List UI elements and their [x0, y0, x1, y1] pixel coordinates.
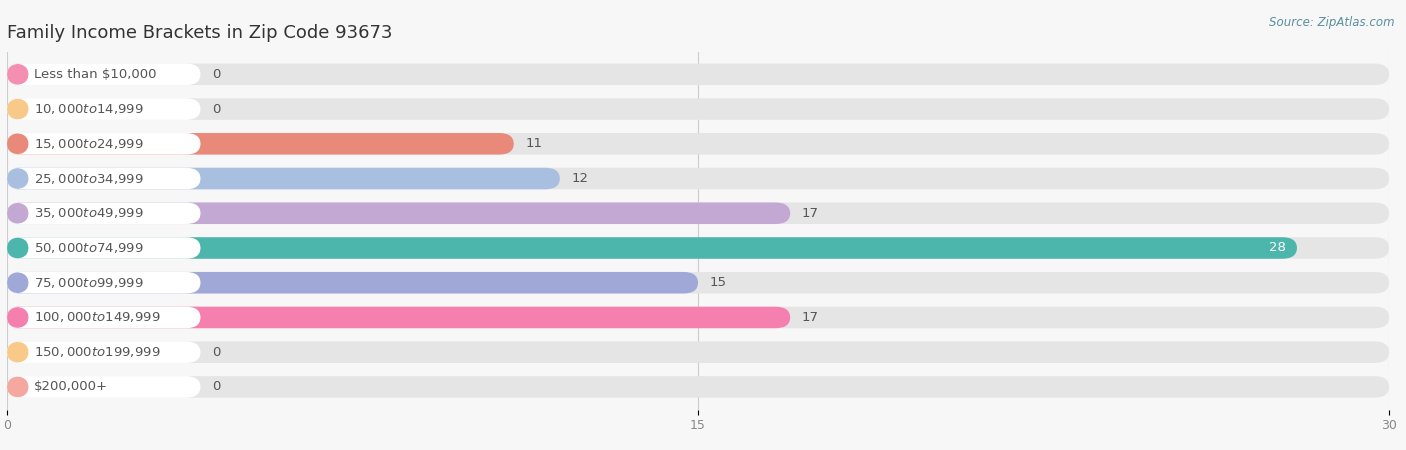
FancyBboxPatch shape	[7, 237, 1296, 259]
FancyBboxPatch shape	[7, 202, 28, 224]
FancyBboxPatch shape	[7, 307, 201, 328]
FancyBboxPatch shape	[7, 272, 201, 293]
FancyBboxPatch shape	[7, 168, 560, 189]
Text: Family Income Brackets in Zip Code 93673: Family Income Brackets in Zip Code 93673	[7, 24, 392, 42]
FancyBboxPatch shape	[7, 168, 1389, 189]
FancyBboxPatch shape	[7, 237, 1389, 259]
Text: 15: 15	[710, 276, 727, 289]
FancyBboxPatch shape	[7, 63, 28, 85]
Text: $35,000 to $49,999: $35,000 to $49,999	[34, 206, 143, 220]
FancyBboxPatch shape	[7, 376, 28, 398]
FancyBboxPatch shape	[7, 168, 201, 189]
FancyBboxPatch shape	[7, 133, 513, 154]
Text: $25,000 to $34,999: $25,000 to $34,999	[34, 171, 143, 185]
Text: 0: 0	[212, 68, 221, 81]
FancyBboxPatch shape	[7, 133, 1389, 154]
Text: 0: 0	[212, 103, 221, 116]
Text: $15,000 to $24,999: $15,000 to $24,999	[34, 137, 143, 151]
Text: $150,000 to $199,999: $150,000 to $199,999	[34, 345, 160, 359]
FancyBboxPatch shape	[7, 237, 28, 259]
Text: $50,000 to $74,999: $50,000 to $74,999	[34, 241, 143, 255]
FancyBboxPatch shape	[7, 376, 1389, 398]
Text: $100,000 to $149,999: $100,000 to $149,999	[34, 310, 160, 324]
FancyBboxPatch shape	[7, 98, 28, 120]
FancyBboxPatch shape	[7, 342, 1389, 363]
Text: $10,000 to $14,999: $10,000 to $14,999	[34, 102, 143, 116]
Text: Less than $10,000: Less than $10,000	[34, 68, 156, 81]
Text: 0: 0	[212, 380, 221, 393]
Text: 12: 12	[571, 172, 588, 185]
FancyBboxPatch shape	[7, 272, 28, 293]
FancyBboxPatch shape	[7, 272, 697, 293]
Text: $75,000 to $99,999: $75,000 to $99,999	[34, 276, 143, 290]
FancyBboxPatch shape	[7, 376, 201, 398]
FancyBboxPatch shape	[7, 63, 201, 85]
FancyBboxPatch shape	[7, 133, 28, 154]
Text: 11: 11	[526, 137, 543, 150]
FancyBboxPatch shape	[7, 168, 28, 189]
FancyBboxPatch shape	[7, 307, 28, 328]
FancyBboxPatch shape	[7, 307, 790, 328]
FancyBboxPatch shape	[7, 63, 1389, 85]
Text: $200,000+: $200,000+	[34, 380, 108, 393]
FancyBboxPatch shape	[7, 202, 1389, 224]
FancyBboxPatch shape	[7, 98, 1389, 120]
Text: 28: 28	[1268, 242, 1285, 255]
Text: 17: 17	[801, 207, 818, 220]
FancyBboxPatch shape	[7, 98, 201, 120]
FancyBboxPatch shape	[7, 342, 201, 363]
Text: Source: ZipAtlas.com: Source: ZipAtlas.com	[1270, 16, 1395, 29]
FancyBboxPatch shape	[7, 202, 201, 224]
FancyBboxPatch shape	[7, 202, 790, 224]
FancyBboxPatch shape	[7, 272, 1389, 293]
Text: 17: 17	[801, 311, 818, 324]
FancyBboxPatch shape	[7, 307, 1389, 328]
FancyBboxPatch shape	[7, 133, 201, 154]
FancyBboxPatch shape	[7, 237, 201, 259]
FancyBboxPatch shape	[7, 342, 28, 363]
Text: 0: 0	[212, 346, 221, 359]
